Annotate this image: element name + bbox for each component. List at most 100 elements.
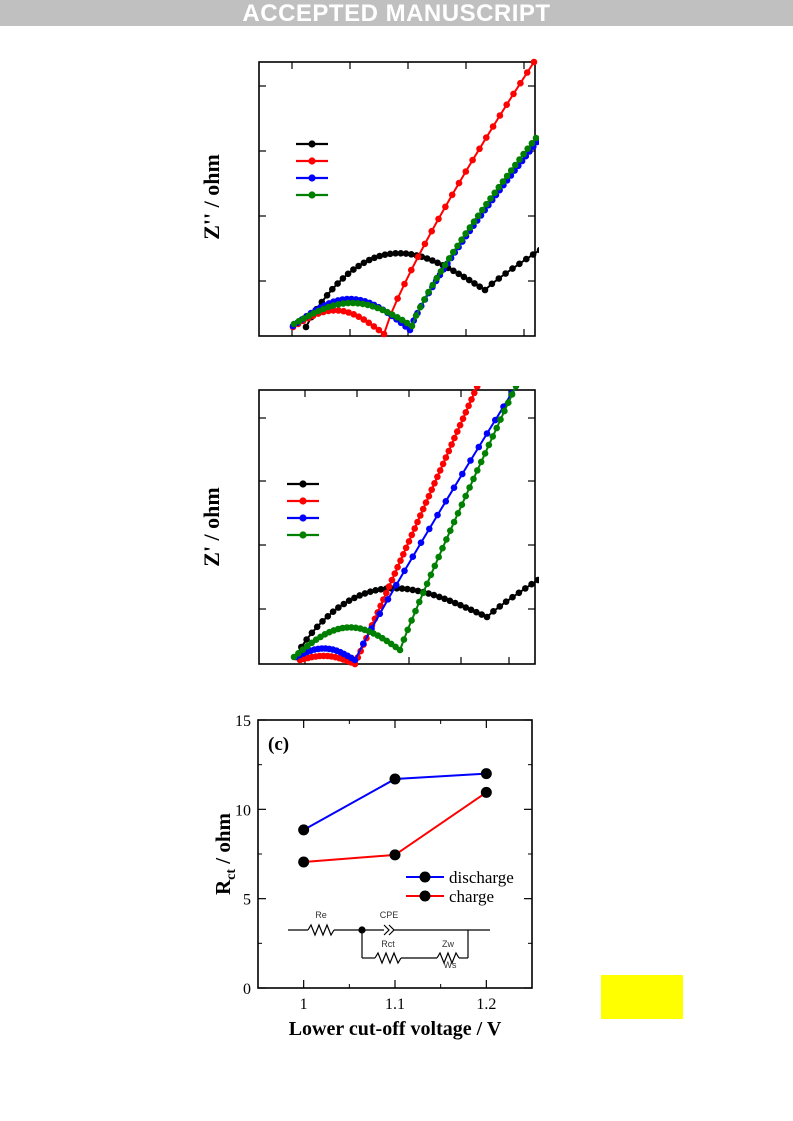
panel-b-series-point [416, 598, 423, 606]
panel-b-series-point [509, 593, 516, 601]
panel-a-series-point [503, 101, 511, 108]
panel-b-series-point [483, 613, 491, 621]
panel-b-legend-marker [299, 531, 307, 539]
panel-b-series-point [345, 597, 353, 604]
panel-b-series-point [477, 377, 484, 384]
panel-b-series-point [474, 467, 481, 474]
panel-a-series-point [350, 266, 357, 273]
panel-a-series-point [355, 313, 363, 321]
panel-a-series-point [488, 280, 496, 288]
panel-b-series-point [434, 473, 441, 481]
panel-a-series-point [429, 257, 436, 264]
panel-a-series-point [476, 145, 483, 153]
panel-b-legend-marker [299, 480, 307, 488]
panel-b-series-point [528, 580, 535, 588]
panel-b-legend-marker [299, 497, 307, 505]
panel-a-series-point [295, 317, 303, 325]
panel-b-series-point [351, 594, 358, 602]
panel-a-series-point [471, 280, 478, 287]
panel-a-series-point [435, 215, 442, 223]
panel-b-series-point [490, 608, 497, 615]
panel-a-series-point [462, 230, 470, 237]
panel-b-series-point [391, 570, 399, 577]
panel-b-series-point [340, 600, 348, 608]
panel-a-series-point [442, 203, 449, 211]
panel-b-series-point [425, 492, 433, 500]
panel-b-series-point [430, 591, 438, 599]
panel-a-series-point [310, 310, 318, 317]
panel-b-series-point [439, 460, 447, 468]
panel-c-legend-label: discharge [449, 868, 514, 887]
panel-a-series-point [465, 276, 473, 284]
panel-b-series-point [351, 656, 359, 664]
panel-a-series-point [479, 206, 486, 214]
panel-a-series-line [293, 137, 537, 328]
panel-a-series-point [450, 248, 457, 256]
panel-c-point-charge [480, 786, 492, 798]
panel-b-series-point [450, 484, 458, 492]
circuit-label-re: Re [315, 910, 327, 920]
panel-a-series-point [450, 267, 457, 275]
panel-a-series-point [381, 251, 389, 258]
panel-b-series-point [290, 653, 298, 661]
panel-a-series-point [330, 307, 337, 314]
panel-b-series-point [481, 450, 489, 457]
panel-b-series-point [459, 415, 467, 423]
panel-a-y-axis-label: Z'' / ohm [199, 154, 224, 240]
panel-b-series-point [398, 585, 406, 592]
panel-a-series-point [398, 316, 406, 324]
panel-a-series-point [434, 259, 441, 267]
panel-a-series-point [516, 260, 523, 268]
panel-a-series-point [335, 307, 342, 314]
panel-b-series-point [443, 536, 450, 543]
panel-a-series-point [441, 261, 449, 269]
circuit-re-resistor [307, 923, 335, 937]
panel-b-series-point [439, 544, 446, 552]
panel-a-series-point [408, 322, 416, 330]
panel-b-series-point [450, 518, 458, 526]
panel-b-series-point [483, 430, 491, 437]
panel-a-series-point [532, 134, 539, 142]
panel-a-series-point [365, 319, 373, 327]
panel-a-legend-marker [308, 157, 316, 165]
panel-b-series-point [299, 646, 307, 653]
panel-b-series-point [393, 581, 400, 589]
panel-a-series-point [510, 90, 517, 98]
panel-a-series-point [329, 285, 336, 293]
panel-a-series-point [339, 275, 347, 282]
panel-a-series-point [371, 254, 378, 262]
panel-b-series-point [456, 421, 464, 429]
panel-b-series-point [428, 486, 436, 494]
panel-a-series-point [323, 292, 331, 299]
panel-a-series-point [425, 288, 432, 296]
panel-a-series-point [528, 140, 536, 147]
panel-b-series-point [489, 433, 497, 440]
circuit-zw-element [436, 951, 460, 965]
panel-b-series-point [446, 597, 454, 605]
panel-c-point-charge [389, 849, 401, 861]
panel-b-y-axis-label: Z' / ohm [199, 487, 224, 567]
panel-b-series-point [426, 525, 433, 533]
panel-a-series-point [412, 312, 420, 319]
panel-a-series-line [305, 249, 539, 328]
panel-c-legend-label: charge [449, 887, 494, 906]
panel-b-series-point [475, 443, 483, 451]
panel-c-ytick-label: 15 [235, 713, 251, 730]
panel-c-label: (c) [268, 734, 289, 755]
panel-c-xtick-label: 1.1 [385, 996, 405, 1013]
panel-b-series-point [462, 492, 470, 500]
panel-a-series-point [458, 236, 465, 243]
panel-a-series-point [483, 200, 490, 208]
panel-a-series-point [386, 250, 394, 258]
panel-a-series-point [503, 172, 511, 180]
panel-b-series-point [367, 588, 374, 595]
panel-b-series-point [308, 629, 316, 637]
panel-a-series-point [495, 183, 503, 191]
panel-b-series-point [473, 608, 480, 616]
panel-b-series-point [329, 608, 337, 615]
panel-a-legend-marker [308, 191, 316, 199]
panel-a-series-point [397, 250, 405, 257]
panel-b-series-point [417, 539, 425, 546]
panel-b-series-point [467, 457, 474, 464]
panel-a-series-point [470, 218, 478, 225]
